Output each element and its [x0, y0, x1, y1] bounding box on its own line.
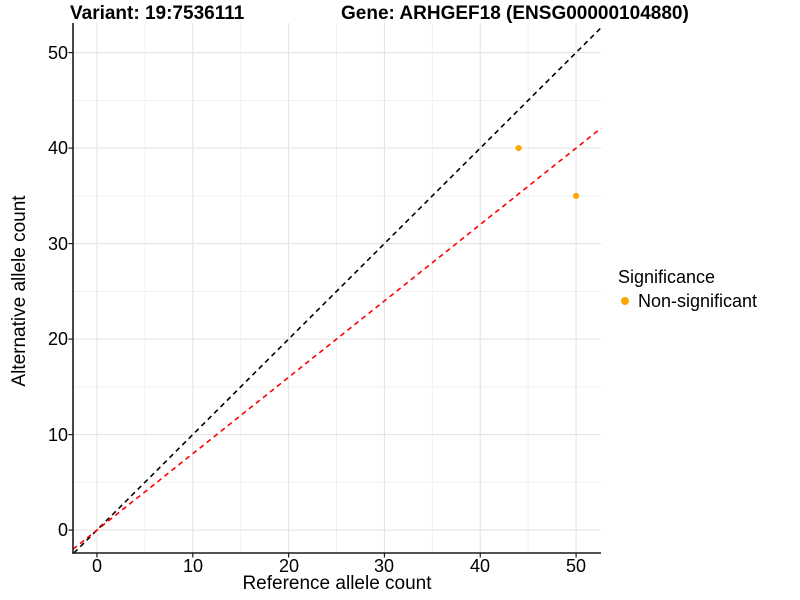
data-point — [515, 144, 522, 152]
y-tick-label-40: 40 — [47, 138, 68, 158]
x-tick-label-40: 40 — [469, 556, 491, 576]
data-point — [572, 192, 580, 199]
allelic-ratio-line — [72, 127, 602, 550]
legend-item-label: Non-significant — [638, 290, 758, 311]
x-tick-label-20: 20 — [278, 556, 300, 576]
x-axis-title: Reference allele count — [242, 573, 432, 594]
y-tick-label-20: 20 — [47, 329, 68, 349]
plot-title-variant: Variant: 19:7536111 — [70, 3, 245, 24]
y-tick-label-0: 0 — [57, 520, 68, 540]
plot-title-gene: Gene: ARHGEF18 (ENSG00000104880) — [341, 3, 689, 24]
identity-line — [73, 27, 602, 554]
y-tick-label-50: 50 — [47, 43, 68, 63]
y-tick-label-10: 10 — [47, 425, 68, 445]
x-tick-label-30: 30 — [373, 556, 395, 576]
x-tick-label-0: 0 — [91, 556, 103, 576]
y-axis-title: Alternative allele count — [9, 195, 30, 387]
x-tick-label-50: 50 — [565, 556, 587, 576]
y-tick-label-30: 30 — [47, 234, 68, 254]
legend-item-non-significant: Non-significant — [618, 291, 757, 311]
x-tick-label-10: 10 — [182, 556, 204, 576]
legend: Significance Non-significant — [618, 266, 757, 311]
legend-point-swatch-icon — [621, 297, 629, 305]
legend-title: Significance — [618, 267, 716, 287]
